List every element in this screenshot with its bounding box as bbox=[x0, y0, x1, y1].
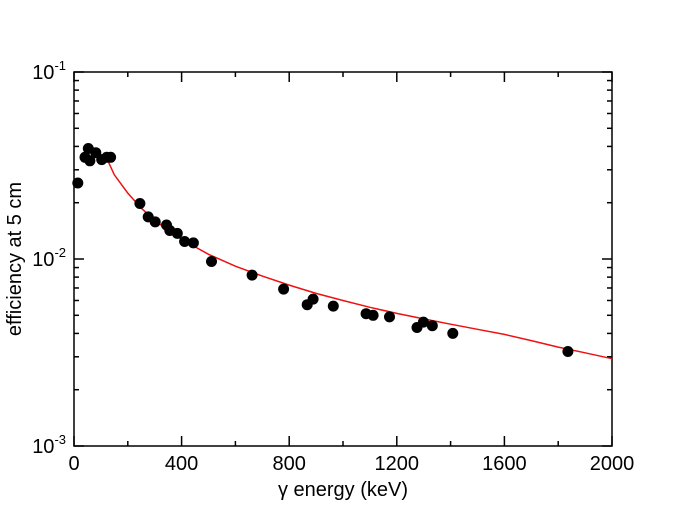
data-point bbox=[384, 311, 395, 323]
y-tick-base: 10 bbox=[32, 436, 54, 458]
fit-curve bbox=[106, 158, 613, 360]
data-point bbox=[72, 177, 84, 189]
data-point bbox=[278, 283, 290, 295]
data-point bbox=[562, 346, 574, 357]
data-point bbox=[367, 309, 379, 321]
fit-curve-layer bbox=[106, 158, 613, 360]
data-point bbox=[447, 327, 459, 339]
data-points-layer bbox=[72, 143, 574, 357]
x-tick-label: 1200 bbox=[375, 453, 420, 475]
y-tick-base: 10 bbox=[32, 249, 54, 271]
x-tick-label: 2000 bbox=[590, 453, 635, 475]
y-tick-label: 10-3 bbox=[32, 432, 66, 458]
y-tick-base: 10 bbox=[32, 62, 54, 84]
y-tick-label: 10-2 bbox=[32, 245, 66, 271]
x-tick-label: 0 bbox=[68, 453, 79, 475]
data-point bbox=[426, 320, 438, 332]
data-point bbox=[187, 237, 199, 249]
data-point bbox=[206, 256, 217, 267]
y-tick-exponent: -3 bbox=[54, 432, 66, 447]
y-tick-exponent: -2 bbox=[54, 245, 66, 260]
plot-frame bbox=[73, 71, 613, 447]
data-point bbox=[149, 216, 161, 228]
x-tick-label: 800 bbox=[273, 453, 306, 475]
data-point bbox=[417, 316, 429, 328]
data-point bbox=[179, 236, 191, 247]
data-point bbox=[134, 198, 146, 209]
x-axis-label: γ energy (keV) bbox=[278, 479, 408, 501]
y-tick-label: 10-1 bbox=[32, 58, 66, 84]
data-point bbox=[171, 227, 183, 239]
data-point bbox=[246, 269, 258, 281]
data-point bbox=[327, 300, 339, 312]
data-point bbox=[307, 293, 319, 305]
data-point bbox=[84, 155, 96, 167]
data-point bbox=[105, 151, 117, 163]
y-axis-label: efficiency at 5 cm bbox=[4, 182, 26, 336]
x-tick-label: 1600 bbox=[482, 453, 527, 475]
axis-ticks bbox=[73, 71, 613, 447]
x-tick-label: 400 bbox=[165, 453, 198, 475]
y-tick-exponent: -1 bbox=[54, 58, 66, 73]
